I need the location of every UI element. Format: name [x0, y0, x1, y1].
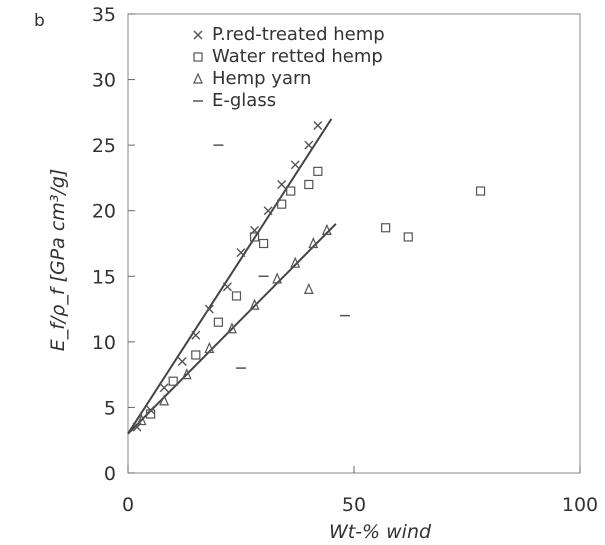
- data-point-square: [277, 199, 287, 209]
- legend-entry: E-glass: [212, 90, 276, 111]
- data-point-x: [313, 120, 323, 130]
- legend-entry: Hemp yarn: [212, 68, 311, 89]
- y-tick-label: 30: [92, 70, 116, 92]
- data-point-x: [177, 357, 187, 367]
- data-point-triangle: [290, 256, 301, 268]
- data-point-square: [259, 238, 269, 249]
- y-tick-label: 15: [92, 266, 116, 288]
- data-point-triangle: [249, 298, 260, 310]
- data-point-square: [304, 179, 314, 190]
- data-point-triangle: [303, 282, 314, 294]
- axis-ticks: 0 5 10 15 20 25 30 35 0 50 100: [92, 4, 598, 516]
- x-tick-label: 100: [562, 494, 598, 516]
- data-point-x: [304, 140, 314, 150]
- y-tick-label: 0: [104, 463, 116, 485]
- data-point-x: [191, 330, 201, 340]
- data-point-square: [313, 166, 323, 176]
- data-point-x: [277, 179, 287, 189]
- data-point-triangle: [204, 341, 215, 354]
- y-tick-label: 35: [92, 4, 116, 26]
- data-point-x: [236, 248, 246, 258]
- data-point-square: [381, 223, 391, 233]
- data-point-x: [159, 383, 169, 393]
- fit-line: [127, 223, 337, 435]
- data-points: [132, 120, 486, 432]
- data-point-triangle: [272, 272, 283, 284]
- data-point-triangle: [181, 368, 192, 380]
- data-point-square: [146, 409, 156, 419]
- panel-label: b: [34, 11, 45, 31]
- data-point-triangle: [321, 223, 332, 235]
- data-point-x: [290, 160, 300, 170]
- data-point-square: [213, 317, 223, 327]
- data-point-square: [191, 350, 201, 360]
- y-tick-label: 10: [92, 332, 116, 354]
- data-point-triangle: [159, 394, 170, 406]
- data-point-square: [475, 186, 486, 196]
- data-point-square: [249, 232, 260, 242]
- data-point-square: [403, 232, 413, 242]
- fit-lines: [127, 118, 337, 435]
- data-point-triangle: [136, 414, 147, 426]
- data-point-triangle: [308, 237, 319, 249]
- data-point-x: [263, 206, 273, 216]
- y-axis-label: E_f/ρ_f [GPa cm³/g]: [47, 169, 69, 352]
- data-point-triangle: [227, 322, 237, 334]
- y-tick-label: 5: [104, 397, 116, 419]
- x-tick-label: 50: [342, 494, 366, 516]
- data-point-x: [222, 282, 232, 292]
- fit-line: [127, 118, 333, 435]
- legend-entry: Water retted hemp: [212, 46, 383, 67]
- x-axis-label: Wt-% wind: [329, 521, 432, 543]
- data-point-square: [168, 376, 178, 386]
- data-point-square: [193, 52, 203, 62]
- data-point-square: [286, 186, 296, 196]
- data-point-square: [231, 291, 242, 301]
- data-point-x: [204, 304, 214, 314]
- y-tick-label: 20: [92, 201, 116, 223]
- legend-entry: P.red-treated hemp: [212, 24, 385, 45]
- data-point-x: [193, 30, 203, 40]
- x-tick-label: 0: [122, 494, 134, 516]
- data-point-triangle: [193, 72, 203, 84]
- y-tick-label: 25: [92, 135, 116, 157]
